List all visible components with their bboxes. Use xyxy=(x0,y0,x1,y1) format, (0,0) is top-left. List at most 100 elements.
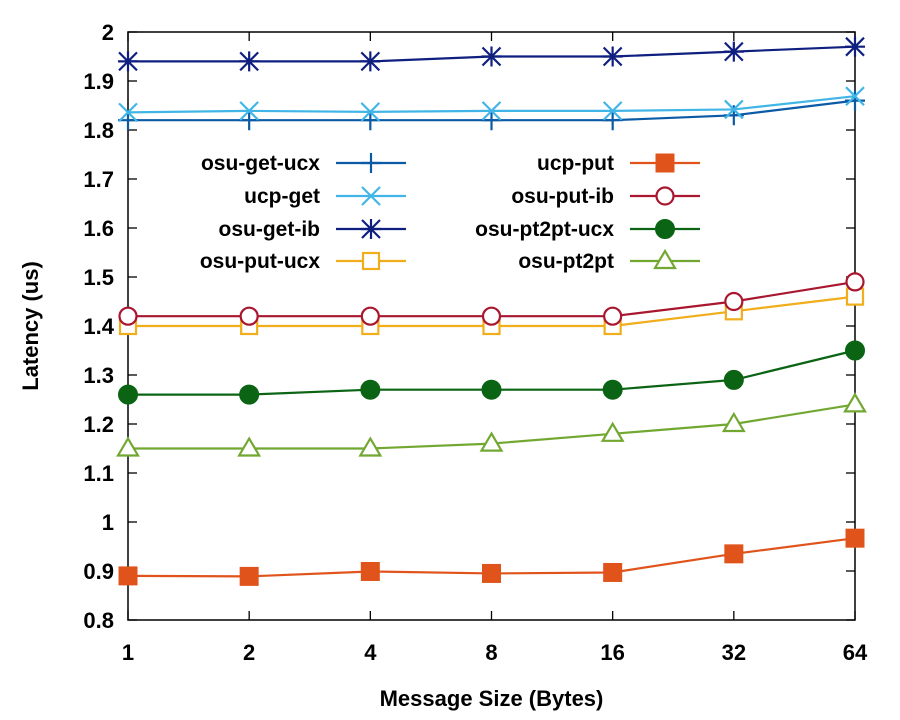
data-point-osu-put-ib xyxy=(845,272,865,292)
legend-entry-ucp-get: ucp-get xyxy=(244,185,406,208)
series-ucp-get xyxy=(118,86,865,123)
x-tick-label: 32 xyxy=(722,640,746,665)
data-point-ucp-put xyxy=(724,544,744,564)
y-tick-label: 0.8 xyxy=(83,608,114,633)
legend-entry-osu-pt2pt-ucx: osu-pt2pt-ucx xyxy=(475,218,700,241)
legend-marker xyxy=(361,186,381,206)
data-point-osu-put-ib xyxy=(118,306,138,326)
series-osu-get-ucx xyxy=(118,90,865,131)
data-point-ucp-get xyxy=(724,99,744,120)
legend-entry-osu-put-ib: osu-put-ib xyxy=(511,185,700,208)
y-tick-label: 1.3 xyxy=(83,363,114,388)
data-point-ucp-put xyxy=(239,566,259,586)
x-tick-label: 64 xyxy=(843,640,868,665)
series-osu-put-ib xyxy=(118,272,865,326)
legend-marker xyxy=(655,153,675,173)
data-point-osu-get-ucx xyxy=(602,110,623,131)
data-point-osu-put-ib xyxy=(481,306,502,326)
legend-entry-osu-pt2pt: osu-pt2pt xyxy=(518,248,700,273)
data-point-osu-put-ib xyxy=(360,306,380,326)
data-point-osu-put-ib xyxy=(603,306,623,326)
plot-axes: 0.8 0.9 1 1.1 1.2 1.3 1.4 1.5 1.6 1.7 1.8 1.9 2 1 2 4 8 1… xyxy=(83,20,868,665)
y-tick-label: 1.7 xyxy=(83,167,114,192)
data-point-osu-get-ib xyxy=(239,51,260,72)
data-point-osu-get-ib xyxy=(481,46,502,67)
legend-label: osu-get-ucx xyxy=(201,152,320,175)
legend-label: osu-put-ucx xyxy=(200,250,320,273)
legend-marker xyxy=(361,251,381,271)
y-tick-label: 1.2 xyxy=(83,412,114,437)
data-point-osu-pt2pt-ucx xyxy=(118,384,138,405)
legend-label: osu-pt2pt-ucx xyxy=(475,218,614,241)
data-point-ucp-put xyxy=(845,528,865,548)
x-tick-label: 4 xyxy=(364,640,377,665)
data-point-osu-pt2pt xyxy=(237,436,262,457)
y-axis-title: Latency (us) xyxy=(18,261,43,391)
legend-marker xyxy=(653,248,677,270)
series-osu-pt2pt-ucx xyxy=(118,340,865,405)
series-osu-get-ib xyxy=(118,36,865,72)
data-point-osu-get-ib xyxy=(845,36,865,57)
series-osu-pt2pt xyxy=(116,392,867,457)
data-point-ucp-get xyxy=(845,86,865,106)
data-point-osu-get-ucx xyxy=(239,110,260,131)
data-point-osu-pt2pt-ucx xyxy=(723,369,744,390)
y-tick-label: 1.1 xyxy=(83,461,114,486)
data-point-osu-get-ib xyxy=(360,51,381,72)
legend-label: ucp-put xyxy=(537,152,614,175)
x-tick-label: 2 xyxy=(243,640,255,665)
data-point-osu-get-ib xyxy=(602,46,623,67)
legend-entry-ucp-put: ucp-put xyxy=(537,152,700,175)
data-point-osu-pt2pt xyxy=(479,431,504,452)
data-point-ucp-get xyxy=(481,101,502,121)
data-point-osu-pt2pt xyxy=(843,392,867,413)
data-point-osu-pt2pt-ucx xyxy=(481,379,502,400)
legend-label: osu-get-ib xyxy=(219,218,320,241)
legend-label: osu-put-ib xyxy=(511,185,614,208)
data-point-ucp-put xyxy=(603,562,623,582)
data-point-osu-get-ucx xyxy=(845,90,865,111)
data-point-osu-pt2pt-ucx xyxy=(602,379,623,400)
data-point-osu-get-ib xyxy=(723,41,744,62)
data-point-osu-put-ib xyxy=(724,291,744,312)
series-layer xyxy=(116,36,867,586)
data-point-ucp-get xyxy=(602,101,623,121)
data-point-osu-get-ucx xyxy=(481,110,502,131)
data-point-ucp-put xyxy=(118,566,138,586)
data-point-osu-pt2pt xyxy=(116,436,140,457)
legend-entry-osu-get-ib: osu-get-ib xyxy=(219,218,406,241)
legend-entry-osu-get-ucx: osu-get-ucx xyxy=(201,152,406,175)
y-tick-label: 1.5 xyxy=(83,265,114,290)
y-tick-label: 1 xyxy=(102,510,114,535)
data-point-ucp-put xyxy=(360,561,380,581)
legend-marker xyxy=(361,153,381,173)
data-point-osu-put-ib xyxy=(239,306,259,326)
y-tick-label: 1.8 xyxy=(83,118,114,143)
legend-marker xyxy=(655,186,675,206)
x-tick-label: 8 xyxy=(485,640,497,665)
data-point-osu-get-ucx xyxy=(360,110,381,131)
data-point-osu-pt2pt xyxy=(600,421,625,442)
data-point-osu-pt2pt-ucx xyxy=(845,340,865,361)
data-point-ucp-get xyxy=(360,102,381,122)
data-point-osu-get-ib xyxy=(118,51,138,72)
data-point-osu-pt2pt xyxy=(721,411,746,433)
data-point-ucp-get xyxy=(239,101,259,121)
y-tick-label: 1.9 xyxy=(83,69,114,94)
legend-label: osu-pt2pt xyxy=(518,250,614,273)
y-tick-label: 2 xyxy=(102,20,114,45)
y-tick-label: 1.4 xyxy=(83,314,114,339)
x-tick-label: 1 xyxy=(122,640,134,665)
data-point-osu-pt2pt-ucx xyxy=(239,384,260,405)
data-point-osu-pt2pt xyxy=(358,436,383,457)
legend-label: ucp-get xyxy=(244,185,320,208)
legend-entry-osu-put-ucx: osu-put-ucx xyxy=(200,250,406,273)
x-tick-label: 16 xyxy=(600,640,624,665)
y-tick-label: 0.9 xyxy=(83,559,114,584)
legend: osu-get-ucx ucp-get osu-get-ib osu-put-ucx u… xyxy=(200,152,700,273)
legend-marker xyxy=(655,219,675,239)
y-tick-label: 1.6 xyxy=(83,216,114,241)
x-axis-title: Message Size (Bytes) xyxy=(380,686,604,711)
data-point-ucp-put xyxy=(482,563,501,583)
